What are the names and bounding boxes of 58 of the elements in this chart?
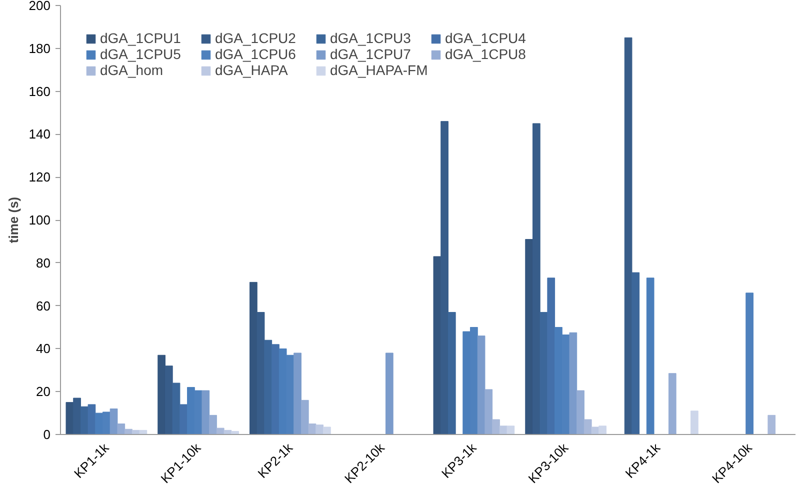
bar [300,400,309,434]
legend-label: dGA_1CPU3 [330,30,412,46]
legend-label: dGA_1CPU2 [215,30,297,46]
bar [569,332,578,434]
legend-label: dGA_1CPU6 [215,46,297,62]
bar [202,390,210,434]
bar [385,352,394,434]
y-tick-label: 200 [28,0,51,13]
y-tick-label: 100 [28,212,51,228]
legend-label: dGA_1CPU4 [445,30,527,46]
bar [646,278,654,434]
bar [110,408,118,434]
y-tick-label: 0 [43,427,51,442]
bar [180,404,188,434]
bar [88,404,96,434]
y-tick-label: 140 [28,126,51,142]
bar [668,373,676,434]
y-tick-label: 80 [36,255,51,270]
legend-label: dGA_HAPA [215,62,289,78]
legend-label: dGA_hom [100,62,164,78]
bar [576,390,584,434]
bar [323,426,331,434]
bar [484,389,493,434]
y-tick-label: 180 [28,40,51,56]
bar [477,336,486,434]
bar [216,428,224,434]
bar [624,37,632,434]
bar [584,419,592,434]
bar [598,426,606,434]
legend-label: dGA_1CPU1 [100,30,182,46]
y-tick-label: 160 [28,84,51,99]
legend-label: dGA_1CPU7 [330,46,412,62]
bar [117,424,126,434]
bar [172,382,180,434]
bar [768,414,776,434]
bar [591,426,600,434]
bar [308,424,316,434]
legend-label: dGA_1CPU5 [100,46,182,62]
y-tick-label: 20 [36,384,51,400]
bar [316,424,324,434]
bar [690,410,698,434]
legend-label: dGA_1CPU8 [445,46,527,62]
bar [492,419,500,434]
bar [139,430,148,434]
y-axis-title: time (s) [6,196,21,244]
bar [209,414,217,434]
y-tick-label: 120 [28,170,51,185]
bar [746,292,754,434]
bar [272,344,280,434]
legend-label: dGA_HAPA-FM [330,62,429,78]
y-tick-label: 60 [36,298,51,314]
bar [294,352,302,434]
bar [264,340,272,434]
y-tick-label: 40 [36,341,51,356]
bar [448,312,456,434]
bar [632,272,640,434]
bar [547,278,556,434]
bar [506,426,515,434]
